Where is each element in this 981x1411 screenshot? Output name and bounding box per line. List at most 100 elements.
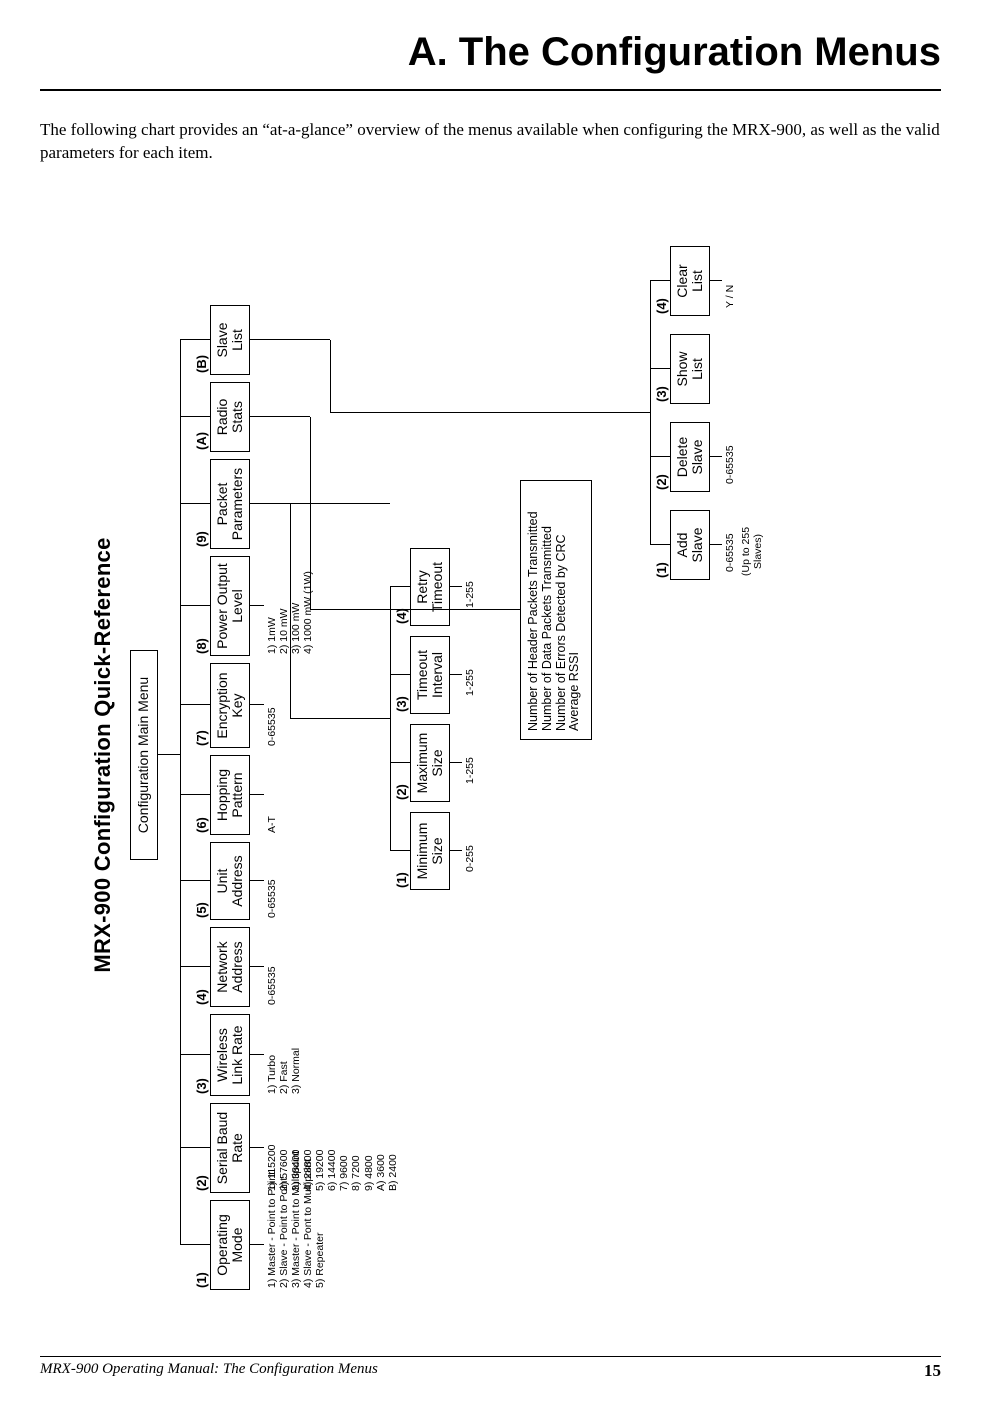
- connector-line: [650, 280, 670, 281]
- top-num-10: (B): [194, 355, 209, 373]
- pp-box-2: TimeoutInterval: [410, 636, 450, 714]
- connector-line: [180, 705, 210, 706]
- connector-line: [390, 674, 410, 675]
- connector-line: [390, 587, 391, 851]
- pp-opts-2: 1-255: [464, 669, 476, 696]
- connector-line: [710, 544, 722, 545]
- connector-line: [390, 586, 410, 587]
- connector-line: [250, 1147, 264, 1148]
- connector-line: [180, 880, 210, 881]
- sl-num-0: (1): [654, 562, 669, 578]
- sl-opts-0: 0-65535: [724, 533, 736, 572]
- connector-line: [158, 754, 180, 755]
- top-opts-1: 1) 115200 2) 57600 3) 38400 4) 28800 5) …: [266, 1144, 399, 1191]
- radio-stats-box: Number of Header Packets Transmitted Num…: [520, 480, 592, 740]
- top-opts-6: 0-65535: [266, 707, 278, 746]
- top-num-6: (7): [194, 730, 209, 746]
- connector-line: [310, 417, 311, 610]
- connector-line: [250, 339, 330, 340]
- sl-box-2: ShowList: [670, 334, 710, 404]
- top-box-4: UnitAddress: [210, 842, 250, 920]
- connector-line: [180, 605, 210, 606]
- connector-line: [710, 280, 722, 281]
- connector-line: [180, 1147, 210, 1148]
- connector-line: [180, 966, 210, 967]
- top-opts-3: 0-65535: [266, 966, 278, 1005]
- connector-line: [330, 412, 650, 413]
- sl-box-3: ClearList: [670, 246, 710, 316]
- connector-line: [250, 966, 264, 967]
- connector-line: [450, 762, 462, 763]
- intro-text: The following chart provides an “at-a-gl…: [40, 119, 941, 165]
- connector-line: [180, 339, 210, 340]
- connector-line: [250, 1244, 264, 1245]
- top-num-2: (3): [194, 1078, 209, 1094]
- top-box-8: PacketParameters: [210, 459, 250, 549]
- pp-opts-1: 1-255: [464, 757, 476, 784]
- pp-num-3: (4): [394, 608, 409, 624]
- connector-line: [310, 609, 520, 610]
- connector-line: [180, 416, 210, 417]
- sl-box-1: DeleteSlave: [670, 422, 710, 492]
- connector-line: [250, 605, 264, 606]
- top-num-3: (4): [194, 989, 209, 1005]
- top-box-5: HoppingPattern: [210, 755, 250, 835]
- top-box-2: WirelessLink Rate: [210, 1014, 250, 1096]
- quick-ref-title: MRX-900 Configuration Quick-Reference: [90, 210, 116, 1300]
- connector-line: [650, 456, 670, 457]
- top-box-10: SlaveList: [210, 305, 250, 375]
- connector-line: [180, 1244, 210, 1245]
- top-num-7: (8): [194, 638, 209, 654]
- pp-box-0: MinimumSize: [410, 812, 450, 890]
- connector-line: [250, 416, 310, 417]
- connector-line: [650, 544, 670, 545]
- page-title: A. The Configuration Menus: [40, 30, 941, 91]
- top-box-9: RadioStats: [210, 382, 250, 452]
- top-num-9: (A): [194, 432, 209, 450]
- top-box-6: EncryptionKey: [210, 663, 250, 748]
- sl-num-3: (4): [654, 298, 669, 314]
- connector-line: [250, 794, 264, 795]
- sl-num-2: (3): [654, 386, 669, 402]
- top-opts-2: 1) Turbo 2) Fast 3) Normal: [266, 1048, 302, 1094]
- connector-line: [710, 456, 722, 457]
- sl-opts-3: Y / N: [724, 285, 736, 308]
- top-num-4: (5): [194, 902, 209, 918]
- top-num-8: (9): [194, 531, 209, 547]
- connector-line: [450, 674, 462, 675]
- connector-line: [290, 504, 291, 719]
- connector-line: [290, 718, 390, 719]
- top-box-7: Power OutputLevel: [210, 556, 250, 656]
- top-opts-5: A-T: [266, 816, 278, 833]
- top-num-5: (6): [194, 817, 209, 833]
- footer-page-number: 15: [924, 1361, 941, 1381]
- connector-line: [250, 1054, 264, 1055]
- root-box: Configuration Main Menu: [130, 650, 158, 860]
- connector-line: [390, 850, 410, 851]
- pp-box-3: RetryTimeout: [410, 548, 450, 626]
- top-opts-4: 0-65535: [266, 879, 278, 918]
- footer-text: MRX-900 Operating Manual: The Configurat…: [40, 1361, 378, 1381]
- sl-opts-1: 0-65535: [724, 445, 736, 484]
- connector-line: [180, 503, 210, 504]
- connector-line: [450, 850, 462, 851]
- pp-opts-3: 1-255: [464, 581, 476, 608]
- pp-num-2: (3): [394, 696, 409, 712]
- top-box-0: OperatingMode: [210, 1200, 250, 1290]
- connector-line: [450, 586, 462, 587]
- sl-num-1: (2): [654, 474, 669, 490]
- connector-line: [650, 368, 670, 369]
- top-box-3: NetworkAddress: [210, 927, 250, 1007]
- connector-line: [180, 794, 210, 795]
- pp-opts-0: 0-255: [464, 845, 476, 872]
- connector-line: [250, 503, 290, 504]
- connector-line: [390, 762, 410, 763]
- connector-line: [180, 340, 181, 1245]
- top-num-0: (1): [194, 1272, 209, 1288]
- connector-line: [250, 880, 264, 881]
- sl-box-0: AddSlave: [670, 510, 710, 580]
- connector-line: [180, 1054, 210, 1055]
- pp-box-1: MaximumSize: [410, 724, 450, 802]
- connector-line: [330, 340, 331, 413]
- sl-ext-0: (Up to 255 Slaves): [740, 527, 764, 576]
